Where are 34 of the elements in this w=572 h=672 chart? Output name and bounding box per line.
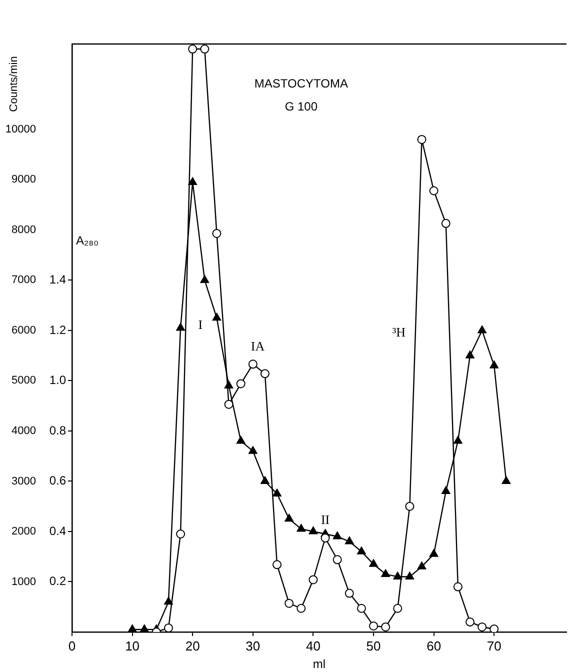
x-tick-label: 10: [125, 638, 140, 654]
y-tick-label: 4000: [12, 425, 36, 438]
y2-axis-title: A₂₈₀: [76, 233, 99, 248]
x-axis-title: ml: [312, 657, 326, 672]
annotation: I: [198, 316, 203, 332]
y-tick-label: 7000: [12, 274, 36, 286]
y2-tick-label: 1.4: [49, 272, 66, 287]
y2-tick-label: 0.4: [49, 524, 66, 538]
y-tick-label: 8000: [12, 224, 36, 236]
y-tick-label: 1000: [12, 576, 36, 588]
y-tick-label: 9000: [12, 174, 36, 186]
x-tick-label: 20: [185, 638, 200, 654]
y2-tick-label: 1.2: [49, 322, 66, 337]
y-tick-label: 3000: [12, 475, 36, 488]
y-axis-title: Counts/min: [8, 56, 20, 112]
x-tick-label: 30: [246, 638, 260, 654]
x-tick-label: 0: [68, 638, 76, 654]
text: MASTOCYTOMA: [254, 76, 348, 90]
x-tick-label: 40: [306, 638, 320, 654]
annotation: II: [320, 512, 330, 527]
y-tick-label: 6000: [12, 324, 36, 336]
text: G 100: [284, 99, 318, 114]
y-tick-label: 5000: [12, 374, 36, 387]
y-tick-label: 10000: [5, 123, 36, 136]
y2-tick-label: 1.0: [49, 373, 66, 388]
y2-tick-label: 0.6: [49, 474, 66, 488]
y2-tick-label: 0.8: [49, 423, 66, 438]
y-tick-label: 2000: [12, 526, 36, 538]
annotation: IA: [250, 338, 266, 354]
annotation: ³H: [392, 324, 406, 340]
y2-tick-label: 0.2: [49, 574, 66, 588]
x-tick-label: 60: [426, 638, 442, 654]
x-tick-label: 50: [366, 638, 381, 654]
x-tick-label: 70: [486, 638, 502, 654]
